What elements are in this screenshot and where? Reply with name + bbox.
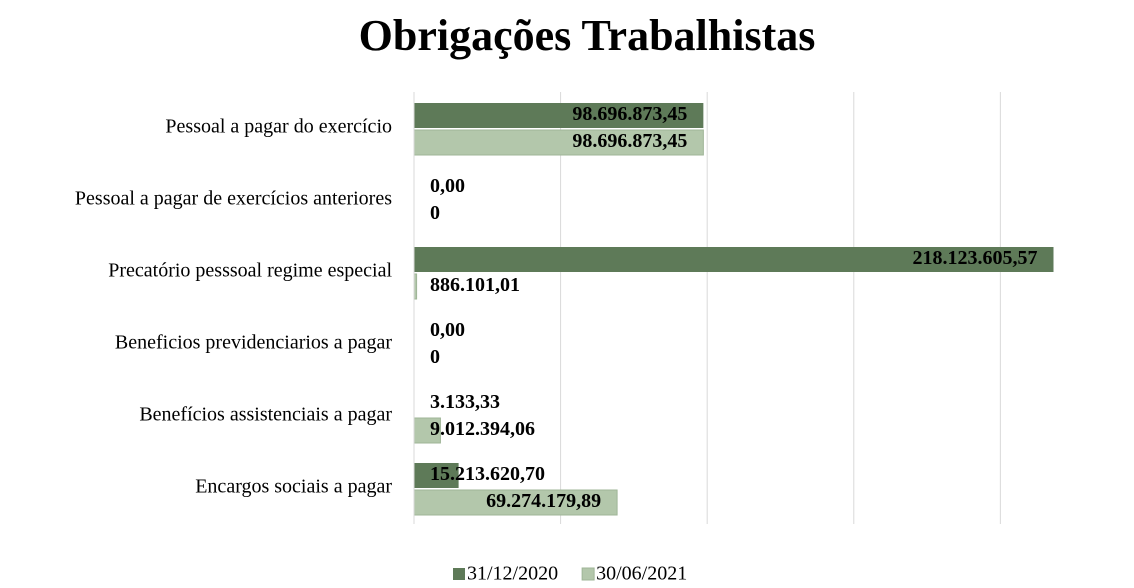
legend-label: 31/12/2020 [467, 563, 558, 583]
value-label: 218.123.605,57 [912, 247, 1037, 269]
value-label: 9.012.394,06 [430, 418, 535, 440]
y-tick-label: Pessoal a pagar do exercício [165, 116, 392, 138]
value-label: 15.213.620,70 [430, 463, 545, 485]
y-tick-label: Encargos sociais a pagar [195, 476, 392, 498]
value-label: 886.101,01 [430, 274, 520, 296]
legend-swatch [582, 568, 594, 580]
y-tick-label: Benefícios assistenciais a pagar [139, 404, 392, 426]
value-label: 69.274.179,89 [486, 490, 601, 512]
y-tick-label: Precatório pesssoal regime especial [108, 260, 392, 282]
legend-label: 30/06/2021 [596, 563, 687, 583]
value-label: 98.696.873,45 [572, 103, 687, 125]
value-label: 98.696.873,45 [572, 130, 687, 152]
value-label: 0,00 [430, 319, 465, 341]
value-label: 0 [430, 346, 440, 368]
value-label: 0 [430, 202, 440, 224]
value-label: 0,00 [430, 175, 465, 197]
y-tick-label: Pessoal a pagar de exercícios anteriores [75, 188, 392, 210]
y-tick-label: Beneficios previdenciarios a pagar [115, 332, 392, 354]
chart-title: Obrigações Trabalhistas [359, 11, 816, 60]
value-label: 3.133,33 [430, 391, 500, 413]
legend-swatch [453, 568, 465, 580]
